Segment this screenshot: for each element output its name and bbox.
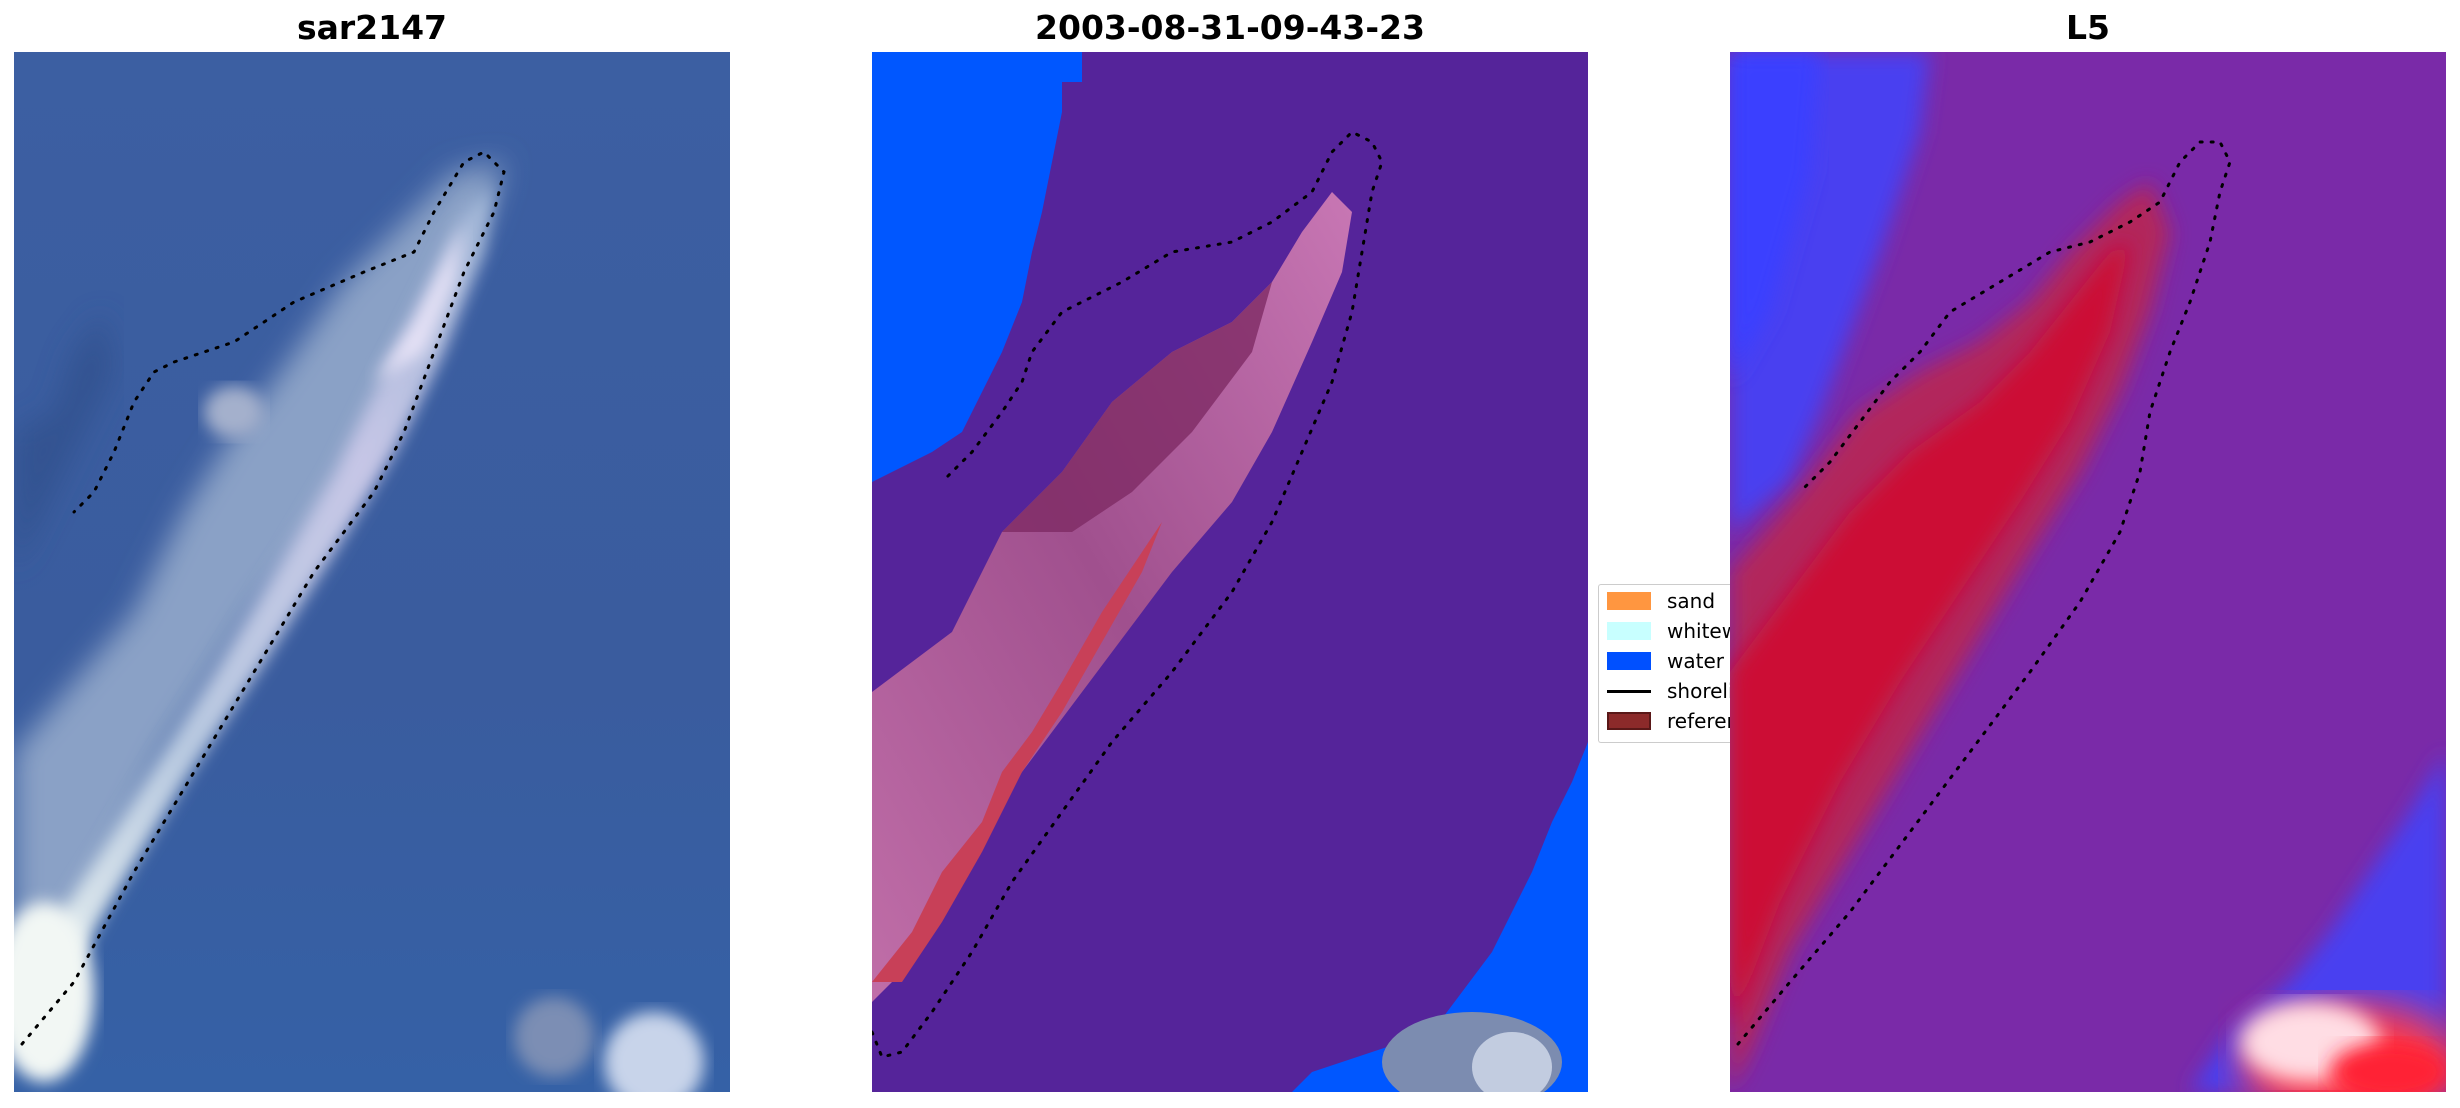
legend-item-shoreline: shoreline <box>1607 679 1731 703</box>
panel-title-rgb: sar2147 <box>296 8 448 47</box>
panel-title-classified: 2003-08-31-09-43-23 <box>1035 8 1425 47</box>
legend-label-water: water <box>1667 649 1724 673</box>
index-image <box>1730 52 2446 1092</box>
legend-label-shoreline: shoreline <box>1667 679 1731 703</box>
panel-index: L5 <box>1730 0 2446 1108</box>
panel-rgb: sar2147 <box>14 0 730 1108</box>
legend-item-reference: reference <box>1607 709 1731 733</box>
legend-line-shoreline <box>1607 689 1651 693</box>
legend-item-water: water <box>1607 649 1724 673</box>
legend-item-sand: sand <box>1607 589 1715 613</box>
classified-image <box>872 52 1588 1092</box>
legend-swatch-water <box>1607 652 1651 670</box>
legend-swatch-whitewater <box>1607 622 1651 640</box>
rgb-satellite-image <box>14 52 730 1092</box>
legend-label-sand: sand <box>1667 589 1716 613</box>
panel-classified: 2003-08-31-09-43-23 <box>872 0 1588 1108</box>
panel-title-index: L5 <box>2066 8 2110 47</box>
legend-label-reference: reference <box>1667 709 1731 733</box>
legend-swatch-reference <box>1607 712 1651 730</box>
legend-swatch-sand <box>1607 592 1651 610</box>
